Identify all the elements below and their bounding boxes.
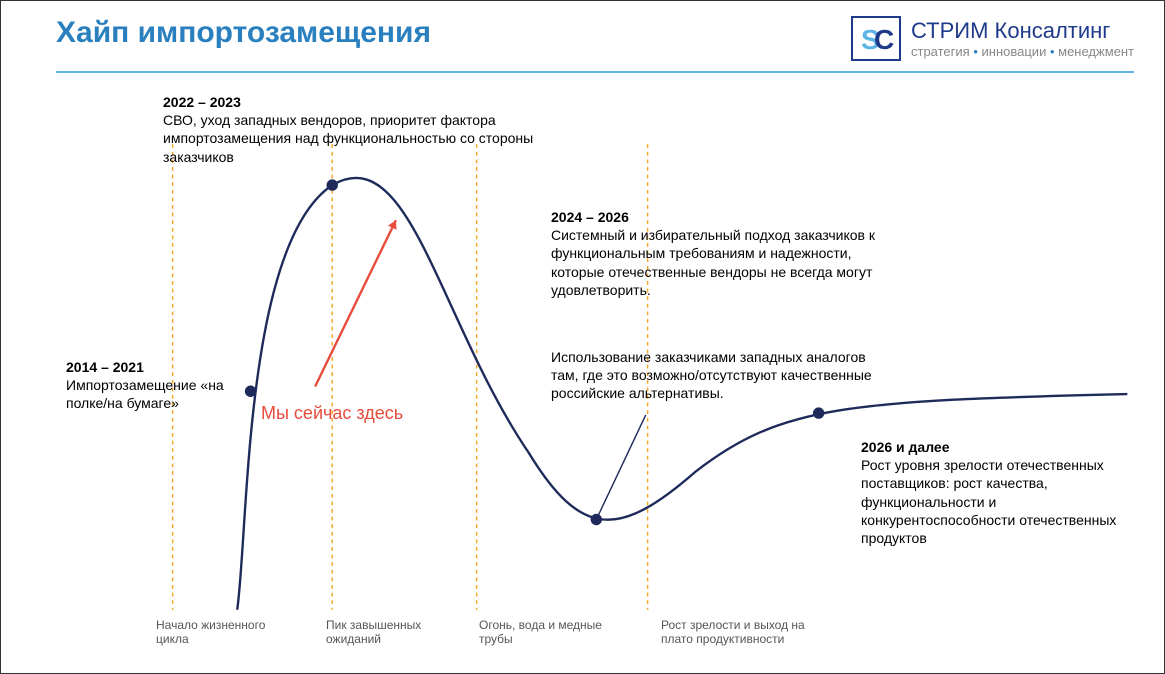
header: Хайп импортозамещения S C СТРИМ Консалти…	[1, 1, 1164, 66]
annotation-a4: 2026 и далееРост уровня зрелости отечест…	[861, 438, 1121, 547]
svg-text:C: C	[874, 24, 894, 55]
phase-label-3: Рост зрелости и выход на плато продуктив…	[661, 618, 811, 647]
phase-label-0: Начало жизненного цикла	[156, 618, 296, 647]
logo-tagline: стратегия • инновации • менеджмент	[911, 44, 1134, 59]
page-title: Хайп импортозамещения	[56, 16, 431, 50]
brand-logo: S C СТРИМ Консалтинг стратегия • инновац…	[851, 16, 1134, 61]
we-are-here-label: Мы сейчас здесь	[261, 403, 403, 424]
logo-brand: СТРИМ Консалтинг	[911, 18, 1134, 44]
hype-curve-chart: 2014 – 2021Импортозамещение «на полке/на…	[1, 73, 1165, 643]
annotation-a1: 2014 – 2021Импортозамещение «на полке/на…	[66, 358, 241, 413]
logo-text: СТРИМ Консалтинг стратегия • инновации •…	[911, 18, 1134, 59]
phase-label-2: Огонь, вода и медные трубы	[479, 618, 629, 647]
annotation-a3: 2024 – 2026Системный и избирательный под…	[551, 208, 881, 299]
annotation-a2: 2022 – 2023СВО, уход западных вендоров, …	[163, 93, 573, 166]
annotation-a3b: Использование заказчиками западных анало…	[551, 348, 881, 403]
phase-label-1: Пик завышенных ожиданий	[326, 618, 466, 647]
logo-icon: S C	[851, 16, 901, 61]
